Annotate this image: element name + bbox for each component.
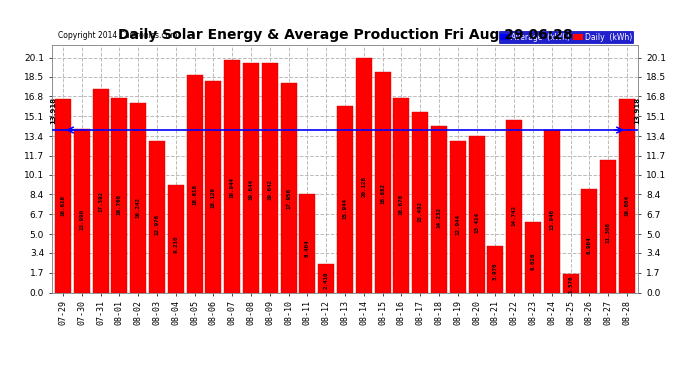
Bar xyxy=(600,160,616,292)
Bar xyxy=(506,120,522,292)
Text: 16.604: 16.604 xyxy=(624,195,629,216)
Bar xyxy=(450,141,466,292)
Text: 12.944: 12.944 xyxy=(455,214,460,235)
Bar xyxy=(281,83,297,292)
Title: Daily Solar Energy & Average Production Fri Aug 29 06:28: Daily Solar Energy & Average Production … xyxy=(117,28,573,42)
Bar xyxy=(582,189,598,292)
Bar xyxy=(431,126,447,292)
Text: 13.946: 13.946 xyxy=(549,209,554,230)
Text: 16.670: 16.670 xyxy=(399,194,404,215)
Bar xyxy=(337,106,353,292)
Bar xyxy=(356,57,372,292)
Text: 19.944: 19.944 xyxy=(230,177,235,198)
Text: 19.642: 19.642 xyxy=(267,179,273,200)
Bar xyxy=(74,129,90,292)
Text: 18.128: 18.128 xyxy=(211,187,216,208)
Bar xyxy=(206,81,221,292)
Text: 14.232: 14.232 xyxy=(437,207,442,228)
Bar xyxy=(299,194,315,292)
Bar xyxy=(92,90,108,292)
Text: 8.904: 8.904 xyxy=(587,237,592,255)
Bar xyxy=(262,63,278,292)
Text: 18.882: 18.882 xyxy=(380,183,385,204)
Bar xyxy=(393,98,409,292)
Text: 3.976: 3.976 xyxy=(493,263,498,280)
Text: 13.918: 13.918 xyxy=(50,97,56,124)
Text: 6.026: 6.026 xyxy=(531,252,535,270)
Text: 18.618: 18.618 xyxy=(192,184,197,205)
Bar xyxy=(243,63,259,292)
Text: 17.956: 17.956 xyxy=(286,188,291,209)
Bar xyxy=(412,112,428,292)
Bar xyxy=(224,60,240,292)
Text: 17.392: 17.392 xyxy=(98,190,103,211)
Text: 16.242: 16.242 xyxy=(136,196,141,217)
Text: 15.492: 15.492 xyxy=(417,201,423,222)
Text: Copyright 2014 Cartronics.com: Copyright 2014 Cartronics.com xyxy=(58,31,177,40)
Text: 12.976: 12.976 xyxy=(155,214,159,235)
Text: 16.700: 16.700 xyxy=(117,194,122,215)
Bar xyxy=(487,246,504,292)
Bar xyxy=(168,185,184,292)
Text: 14.742: 14.742 xyxy=(512,204,517,225)
Bar xyxy=(130,103,146,292)
Text: 16.616: 16.616 xyxy=(61,195,66,216)
Bar xyxy=(186,75,203,292)
Bar xyxy=(619,99,635,292)
Text: 15.944: 15.944 xyxy=(342,198,348,219)
Bar xyxy=(525,222,541,292)
Text: 9.210: 9.210 xyxy=(173,236,178,253)
Text: 1.576: 1.576 xyxy=(568,276,573,293)
Text: 11.368: 11.368 xyxy=(606,222,611,243)
Text: 2.416: 2.416 xyxy=(324,271,328,288)
Bar xyxy=(544,130,560,292)
Bar xyxy=(469,136,484,292)
Text: 19.644: 19.644 xyxy=(248,179,253,200)
Text: 20.128: 20.128 xyxy=(362,176,366,197)
Bar xyxy=(375,72,391,292)
Legend: Average  (kWh), Daily  (kWh): Average (kWh), Daily (kWh) xyxy=(497,30,634,44)
Bar xyxy=(562,274,579,292)
Text: 13.414: 13.414 xyxy=(474,211,479,232)
Bar xyxy=(111,98,128,292)
Text: 13.918: 13.918 xyxy=(634,97,640,124)
Bar xyxy=(55,99,71,292)
Text: 8.404: 8.404 xyxy=(305,240,310,257)
Bar xyxy=(149,141,165,292)
Text: 13.990: 13.990 xyxy=(79,209,84,230)
Bar xyxy=(318,264,334,292)
